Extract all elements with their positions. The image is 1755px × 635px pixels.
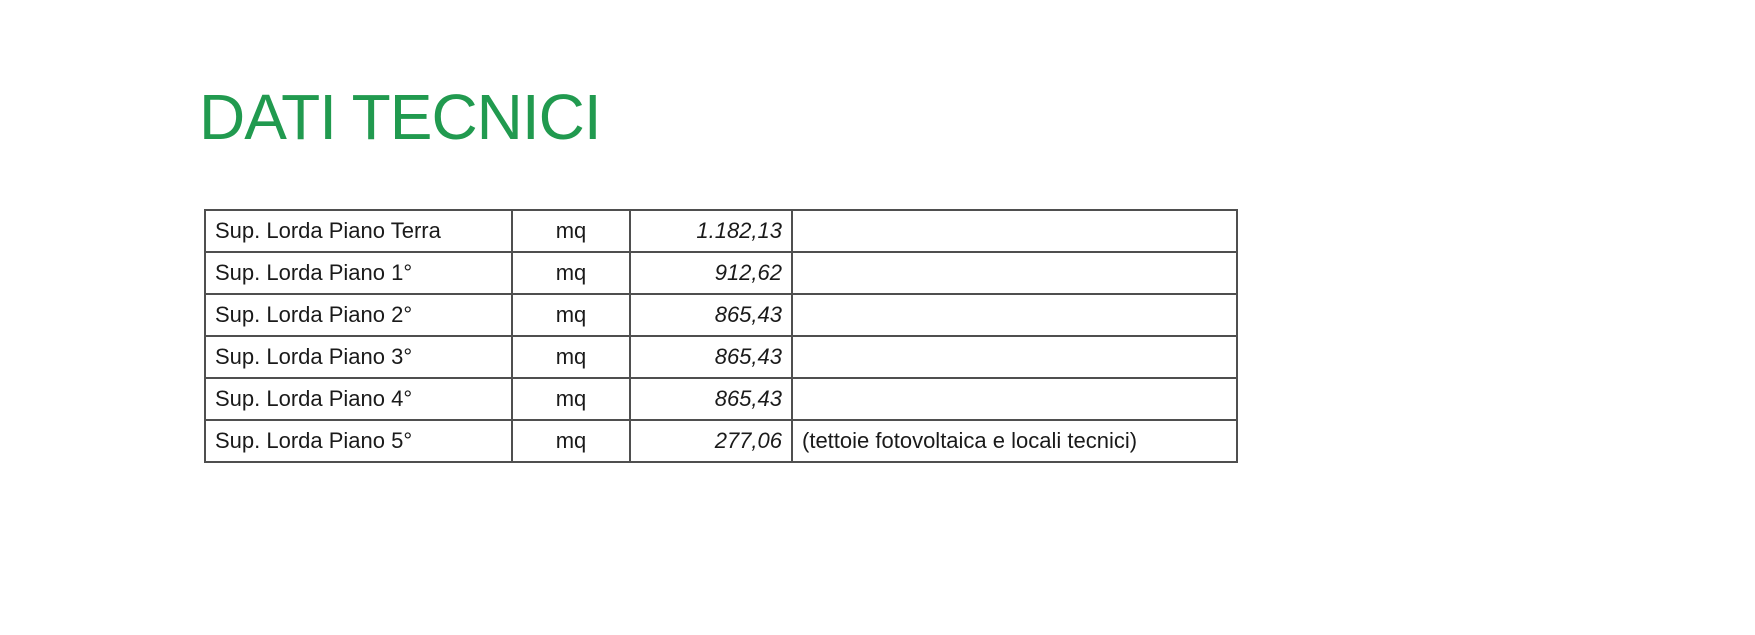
row-label-cell: Sup. Lorda Piano 2°: [204, 293, 513, 337]
value-cell: 865,43: [629, 377, 793, 421]
table-row: Sup. Lorda Piano 1° mq 912,62: [204, 251, 1238, 295]
note-cell: [791, 251, 1238, 295]
value-cell: 865,43: [629, 335, 793, 379]
table-row: Sup. Lorda Piano 5° mq 277,06 (tettoie f…: [204, 419, 1238, 463]
note-cell: (tettoie fotovoltaica e locali tecnici): [791, 419, 1238, 463]
note-cell: [791, 209, 1238, 253]
table-row: Sup. Lorda Piano 3° mq 865,43: [204, 335, 1238, 379]
note-cell: [791, 377, 1238, 421]
page-title: DATI TECNICI: [199, 81, 602, 153]
row-label-cell: Sup. Lorda Piano Terra: [204, 209, 513, 253]
value-cell: 865,43: [629, 293, 793, 337]
note-cell: [791, 335, 1238, 379]
table-row: Sup. Lorda Piano 4° mq 865,43: [204, 377, 1238, 421]
technical-data-table: Sup. Lorda Piano Terra mq 1.182,13 Sup. …: [204, 209, 1238, 463]
table-row: Sup. Lorda Piano 2° mq 865,43: [204, 293, 1238, 337]
unit-cell: mq: [511, 377, 631, 421]
unit-cell: mq: [511, 335, 631, 379]
table-row: Sup. Lorda Piano Terra mq 1.182,13: [204, 209, 1238, 253]
value-cell: 277,06: [629, 419, 793, 463]
row-label-cell: Sup. Lorda Piano 4°: [204, 377, 513, 421]
unit-cell: mq: [511, 209, 631, 253]
unit-cell: mq: [511, 293, 631, 337]
row-label-cell: Sup. Lorda Piano 1°: [204, 251, 513, 295]
row-label-cell: Sup. Lorda Piano 3°: [204, 335, 513, 379]
value-cell: 912,62: [629, 251, 793, 295]
value-cell: 1.182,13: [629, 209, 793, 253]
note-cell: [791, 293, 1238, 337]
unit-cell: mq: [511, 419, 631, 463]
unit-cell: mq: [511, 251, 631, 295]
row-label-cell: Sup. Lorda Piano 5°: [204, 419, 513, 463]
